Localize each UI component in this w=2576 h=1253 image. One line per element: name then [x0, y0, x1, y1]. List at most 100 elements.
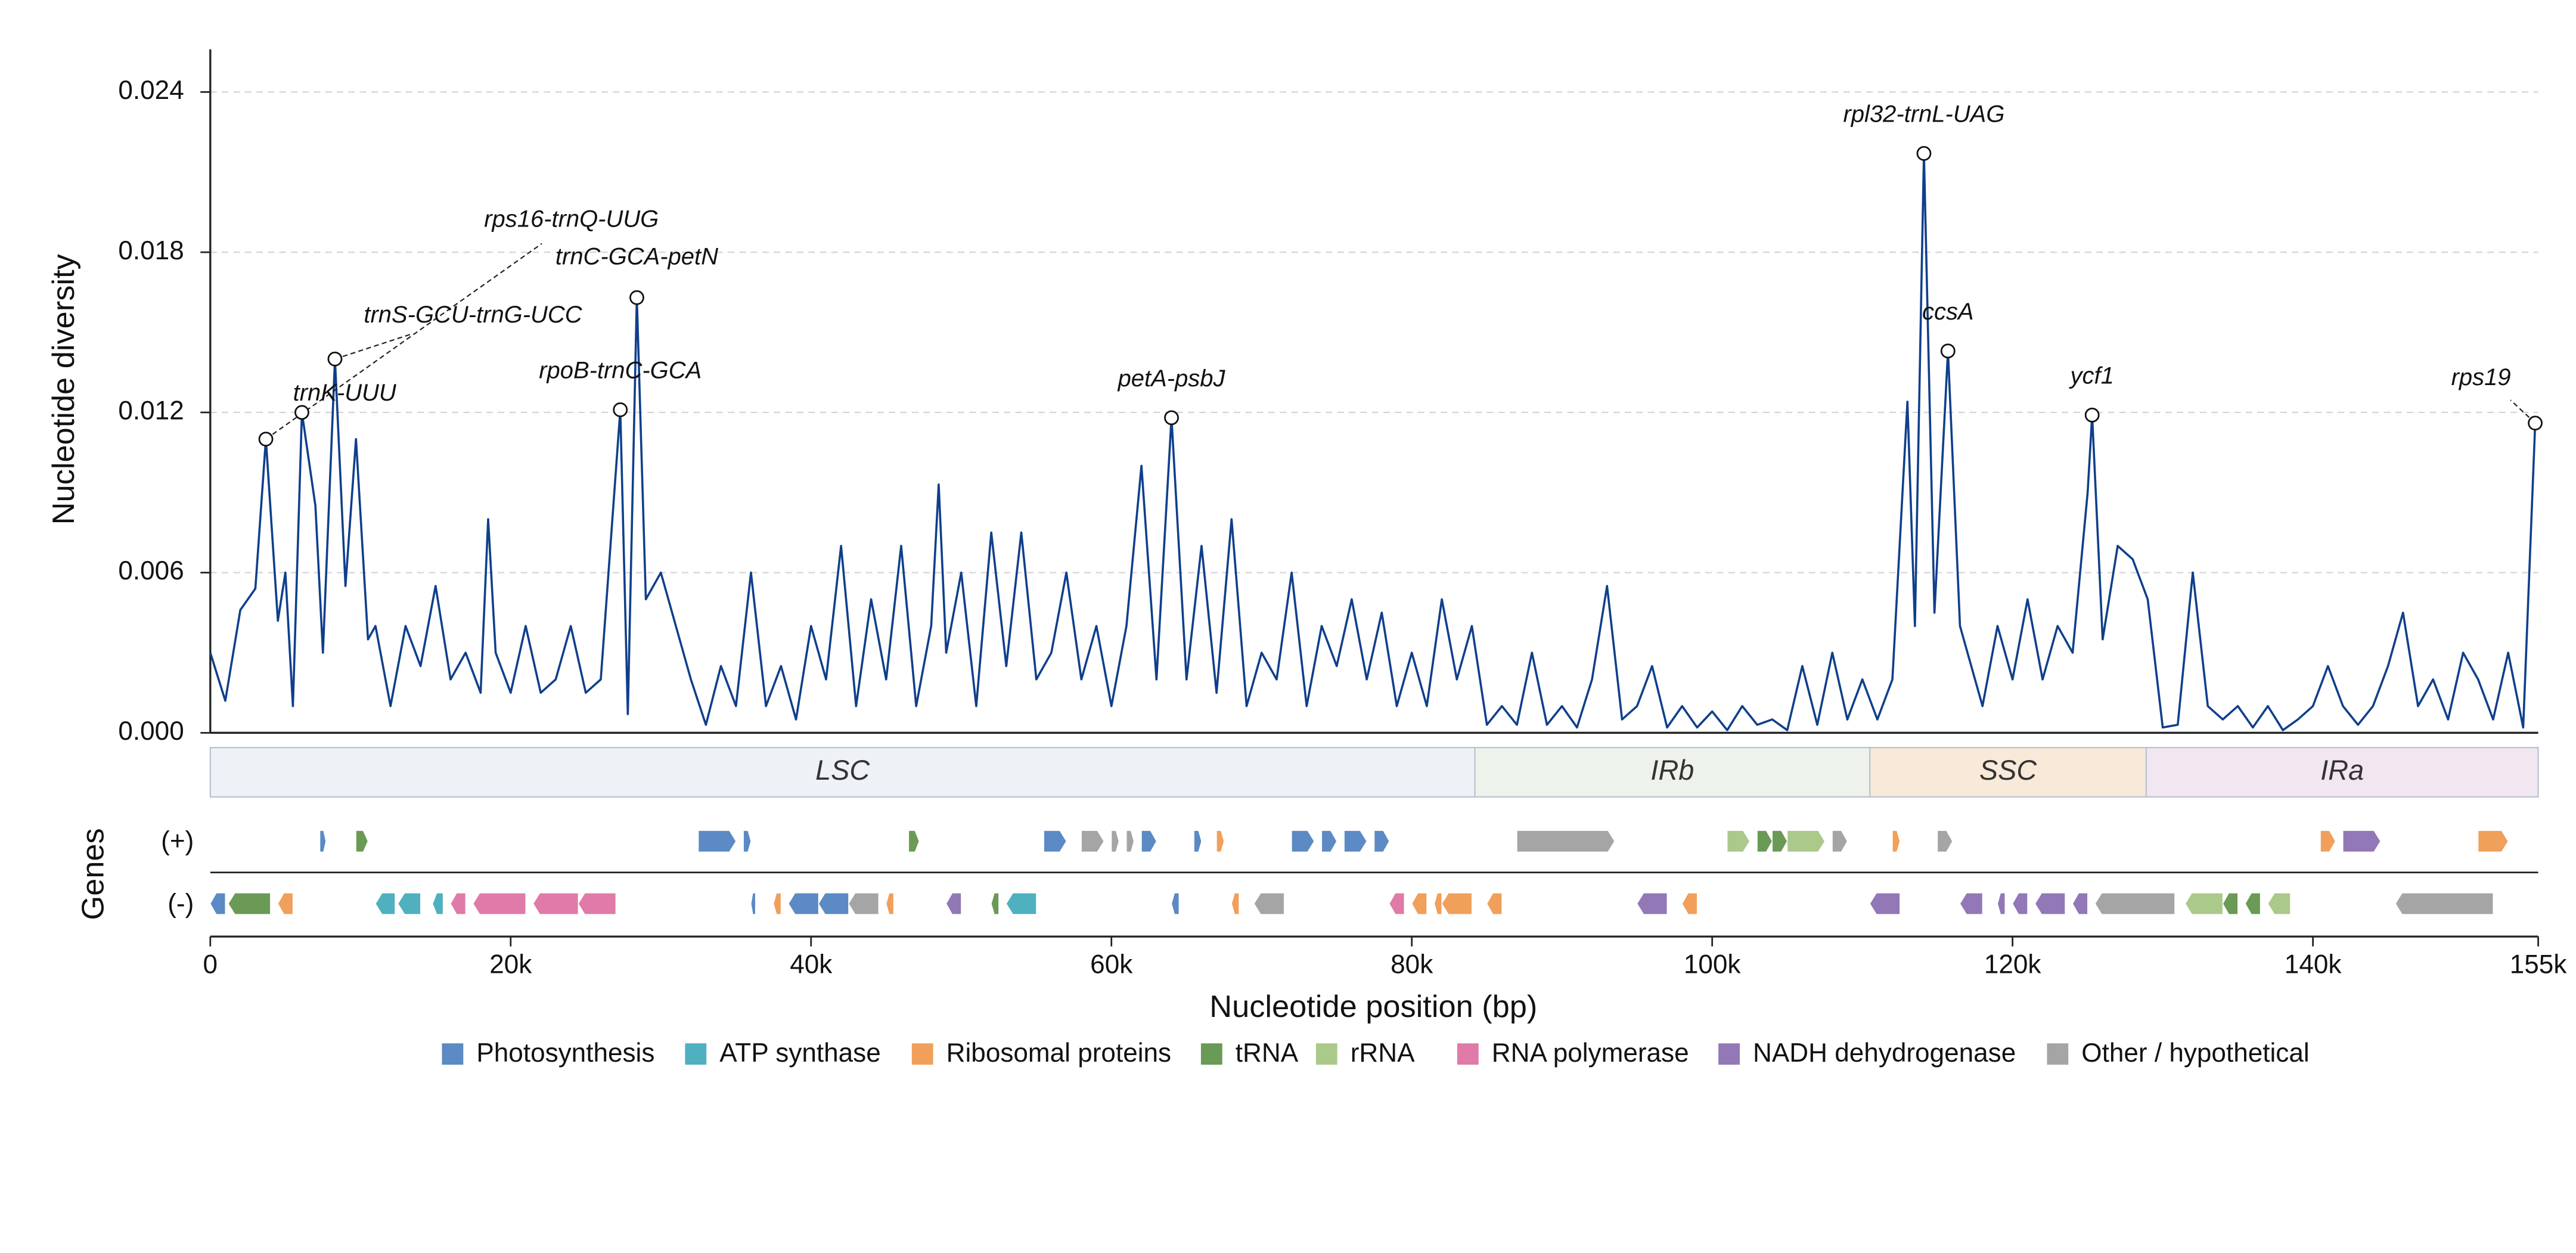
legend-swatch	[911, 1043, 933, 1065]
gene	[1832, 830, 1848, 852]
legend-swatch	[1457, 1043, 1479, 1065]
gene	[1321, 830, 1337, 852]
y-tick-label: 0.018	[118, 236, 184, 265]
gene	[2184, 892, 2223, 915]
annotation-marker	[629, 290, 644, 305]
gene	[532, 892, 579, 915]
gene	[1141, 830, 1157, 852]
gene	[788, 892, 819, 915]
gene	[991, 892, 1000, 915]
x-tick-label: 155k	[2510, 950, 2568, 979]
gene	[473, 892, 526, 915]
legend-label: RNA polymerase	[1492, 1038, 1689, 1068]
diversity-line	[209, 152, 2537, 731]
gene	[1869, 892, 1901, 915]
gene	[1486, 892, 1503, 915]
annotation-marker	[613, 402, 628, 417]
gene	[210, 892, 226, 915]
annotation-marker	[2528, 415, 2543, 431]
annotation-marker	[2084, 407, 2100, 423]
gene	[1411, 892, 1427, 915]
gene	[818, 892, 849, 915]
annotation-label: trnC-GCA-petN	[555, 244, 718, 270]
gene	[1756, 830, 1773, 852]
legend-swatch	[1315, 1043, 1337, 1065]
y-tick-label: 0.000	[118, 717, 184, 746]
gene	[1043, 830, 1067, 852]
gene	[1193, 830, 1202, 852]
gene	[2395, 892, 2494, 915]
gene	[750, 892, 756, 915]
gene	[773, 892, 781, 915]
gene	[1997, 892, 2006, 915]
legend-swatch	[2047, 1043, 2069, 1065]
gene	[1374, 830, 1390, 852]
strand-label: (+)	[161, 827, 194, 856]
gene	[1111, 830, 1119, 852]
annotation-label: petA-psbJ	[1118, 365, 1226, 392]
legend-label: rRNA	[1351, 1038, 1415, 1068]
annotation-leader	[2510, 399, 2536, 424]
legend-label: Photosynthesis	[476, 1038, 654, 1068]
gene	[1126, 830, 1135, 852]
region-label: SSC	[1979, 755, 2037, 786]
gene	[2320, 830, 2336, 852]
x-tick-label: 0	[203, 950, 218, 979]
gene	[375, 892, 396, 915]
region-label: LSC	[815, 755, 870, 786]
legend-label: Ribosomal proteins	[946, 1038, 1171, 1068]
gene	[1005, 892, 1037, 915]
gene	[319, 830, 327, 852]
legend-label: Other / hypothetical	[2081, 1038, 2309, 1068]
gene	[1343, 830, 1367, 852]
legend-label: ATP synthase	[719, 1038, 880, 1068]
gene	[2342, 830, 2381, 852]
y-axis-label: Nucleotide diversity	[46, 253, 81, 525]
annotation-marker	[1164, 410, 1179, 426]
annotation-label: trnS-GCU-trnG-UCC	[364, 302, 582, 328]
gene	[1787, 830, 1826, 852]
gene	[2072, 892, 2088, 915]
gene	[277, 892, 293, 915]
x-tick-label: 140k	[2285, 950, 2342, 979]
annotation-label: ccsA	[1922, 299, 1974, 325]
gene	[743, 830, 752, 852]
gene	[1389, 892, 1405, 915]
gene	[398, 892, 421, 915]
legend-swatch	[1200, 1043, 1222, 1065]
gene	[2478, 830, 2509, 852]
annotation-marker	[258, 432, 274, 447]
gene	[1727, 830, 1751, 852]
x-tick-label: 100k	[1684, 950, 1742, 979]
annotation-marker	[1940, 343, 1956, 359]
annotation-label: rps16-trnQ-UUG	[484, 206, 659, 232]
gene	[1441, 892, 1473, 915]
annotation-label: trnK-UUU	[293, 380, 397, 406]
y-tick-label: 0.024	[118, 76, 184, 105]
gene	[2267, 892, 2291, 915]
gene	[1959, 892, 1983, 915]
region-label: IRb	[1650, 755, 1694, 786]
gene	[1516, 830, 1615, 852]
gene	[2094, 892, 2175, 915]
annotation-marker	[327, 351, 343, 367]
gene	[1681, 892, 1698, 915]
gene	[1081, 830, 1104, 852]
gene	[1433, 892, 1442, 915]
x-tick-label: 80k	[1391, 950, 1433, 979]
annotation-label: rpoB-trnC-GCA	[539, 358, 702, 384]
gene	[1637, 892, 1668, 915]
gene	[1892, 830, 1901, 852]
annotation-marker	[1916, 145, 1932, 161]
gene	[1291, 830, 1315, 852]
strand-label: (-)	[167, 889, 194, 918]
legend-label: NADH dehydrogenase	[1753, 1038, 2016, 1068]
gene	[886, 892, 894, 915]
gene	[945, 892, 962, 915]
legend-label: tRNA	[1236, 1038, 1299, 1068]
x-tick-label: 120k	[1984, 950, 2042, 979]
gene	[908, 830, 920, 852]
gene	[1231, 892, 1240, 915]
annotation-leader	[265, 243, 542, 440]
